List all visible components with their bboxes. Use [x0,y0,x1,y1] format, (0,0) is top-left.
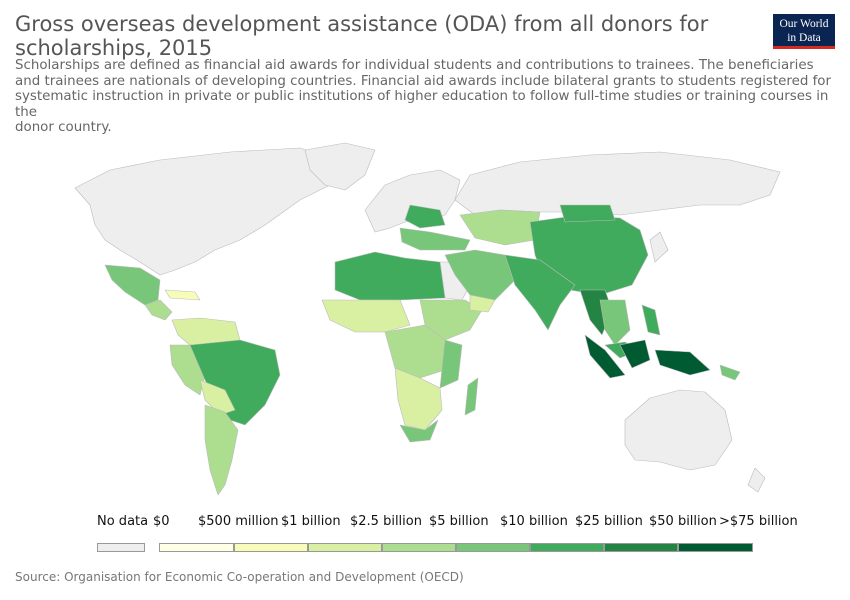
region-arabian-peninsula[interactable] [469,294,496,313]
legend-no-data-swatch [97,543,145,552]
region-east-africa-coast[interactable] [439,339,463,389]
region-new-zealand[interactable] [747,467,766,493]
region-madagascar[interactable] [464,377,479,416]
region-japan-korea[interactable] [649,231,669,263]
region-west-africa[interactable] [321,299,411,333]
region-philippines[interactable] [641,304,661,336]
region-caribbean[interactable] [164,289,201,301]
legend-bin-7-label: $50 billion [649,514,717,529]
legend-bin-2-swatch [308,543,382,552]
legend-bin-6-label: $25 billion [575,514,643,529]
region-central-africa[interactable] [384,324,446,379]
region-southern-africa[interactable] [394,367,443,431]
region-eastern-europe[interactable] [404,204,446,229]
region-balkans-turkey[interactable] [399,227,471,251]
region-australia[interactable] [624,389,733,471]
region-greenland[interactable] [304,142,376,191]
legend-bin-7-swatch [678,543,753,552]
region-mongolia[interactable] [559,204,616,223]
region-north-america[interactable] [74,147,336,276]
source-note: Source: Organisation for Economic Co-ope… [15,570,464,584]
world-map [74,142,781,496]
legend-top-label: >$75 billion [719,514,798,529]
region-mexico[interactable] [104,264,161,306]
legend-bin-0-label: $0 [153,514,170,529]
owid-logo[interactable]: Our World in Data [773,14,835,49]
legend-bin-3-label: $2.5 billion [350,514,422,529]
region-central-asia[interactable] [459,209,541,246]
region-russia[interactable] [454,151,781,216]
region-pacific-islands[interactable] [719,364,741,381]
legend-bin-5-swatch [530,543,604,552]
logo-line-2: in Data [787,32,821,44]
region-north-africa[interactable] [334,251,446,301]
region-borneo[interactable] [619,339,651,369]
region-indonesia-west[interactable] [584,334,626,379]
region-indochina[interactable] [599,299,631,346]
legend-no-data-label: No data [97,514,149,529]
legend-bin-4-label: $5 billion [429,514,489,529]
legend-bin-0-swatch [159,543,234,552]
logo-line-1: Our World [779,18,829,30]
region-indonesia-east[interactable] [654,349,711,376]
region-middle-east[interactable] [444,249,516,301]
legend-bin-1-label: $500 million [198,514,279,529]
legend-bin-3-swatch [382,543,456,552]
legend-bin-6-swatch [604,543,678,552]
region-south-asia[interactable] [504,254,576,331]
region-bolivia-paraguay[interactable] [199,379,236,416]
region-central-america[interactable] [144,299,173,321]
region-south-africa[interactable] [399,419,439,443]
chart-title: Gross overseas development assistance (O… [15,12,709,60]
legend-bin-4-swatch [456,543,530,552]
legend-bin-1-swatch [234,543,308,552]
chart-subtitle: Scholarships are defined as financial ai… [15,58,832,135]
legend-bin-5-label: $10 billion [500,514,568,529]
region-argentina-chile[interactable] [204,404,239,496]
legend-bin-2-label: $1 billion [281,514,341,529]
